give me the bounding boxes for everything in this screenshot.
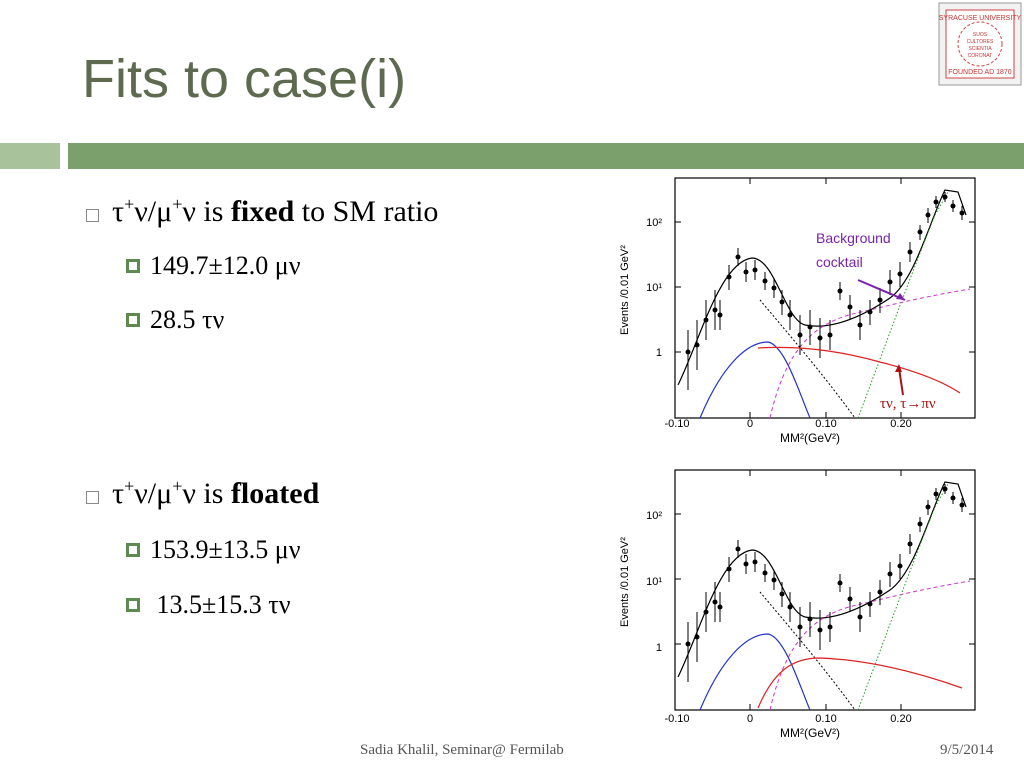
text: ν is [182, 195, 231, 228]
logo-top: SYRACUSE UNIVERSITY [939, 15, 1022, 22]
logo-motto: CORONAT [968, 53, 993, 59]
logo-motto: SUOS [973, 32, 988, 38]
annotation: cocktail [816, 254, 863, 270]
text: to SM ratio [294, 195, 439, 228]
x-tick-label: -0.10 [664, 713, 689, 725]
bullet: τ+ν/μ+ν is floated [112, 476, 319, 511]
footer-author: Sadia Khalil, Seminar@ Fermilab [360, 742, 564, 758]
x-tick-label: 0 [747, 418, 753, 430]
logo-motto: SCIENTIA [968, 46, 992, 52]
text: + [124, 476, 135, 496]
bar-right [68, 143, 1024, 169]
text: ν is [182, 477, 231, 510]
bullet: τ+ν/μ+ν is fixed to SM ratio [112, 194, 438, 229]
annotation: Background [816, 230, 891, 246]
x-tick-label: 0.10 [815, 418, 836, 430]
sub-bullet: 149.7±12.0 μν [150, 251, 301, 280]
annotation: τν, τ→πν [880, 396, 936, 412]
text: + [172, 476, 183, 496]
y-tick-label: 10¹ [646, 282, 662, 294]
text: floated [230, 477, 320, 510]
y-tick-label: 10² [646, 510, 662, 522]
y-tick-label: 1 [656, 347, 662, 359]
sub-marker [126, 259, 140, 273]
sub-marker [126, 313, 140, 327]
y-tick-label: 10¹ [646, 576, 662, 588]
x-tick-label: 0 [747, 713, 753, 725]
logo: SYRACUSE UNIVERSITY FOUNDED AD 1870 SUOS… [938, 2, 1022, 86]
sub-marker [126, 543, 140, 557]
title: Fits to case(i) [82, 49, 407, 109]
x-axis-label: MM²(GeV²) [780, 431, 840, 445]
text: + [124, 194, 135, 214]
x-tick-label: 0.20 [890, 418, 911, 430]
text: τ [112, 477, 125, 510]
text: fixed [230, 195, 295, 228]
text: + [172, 194, 183, 214]
x-tick-label: 0.10 [815, 713, 836, 725]
y-tick-label: 1 [656, 642, 662, 654]
y-tick-label: 10² [646, 217, 662, 229]
sub-bullet: 13.5±15.3 τν [150, 590, 291, 619]
sub-marker [126, 598, 140, 612]
logo-bottom: FOUNDED AD 1870 [948, 69, 1012, 76]
plot-2 [674, 469, 976, 711]
logo-motto: CULTORES [967, 39, 994, 45]
bar-left [0, 143, 60, 169]
sub-bullet: 153.9±13.5 μν [150, 535, 301, 564]
bullet-marker [86, 491, 99, 504]
bullet-marker [86, 209, 99, 222]
text: τ [112, 195, 125, 228]
sub-bullet: 28.5 τν [150, 305, 225, 334]
footer-date: 9/5/2014 [940, 742, 994, 758]
x-tick-label: -0.10 [664, 418, 689, 430]
plot-1 [674, 177, 976, 419]
text: ν/μ [134, 195, 173, 228]
y-axis-label: Events /0.01 GeV² [619, 245, 631, 335]
y-axis-label: Events /0.01 GeV² [619, 537, 631, 627]
x-tick-label: 0.20 [890, 713, 911, 725]
x-axis-label: MM²(GeV²) [780, 726, 840, 740]
text: ν/μ [134, 477, 173, 510]
